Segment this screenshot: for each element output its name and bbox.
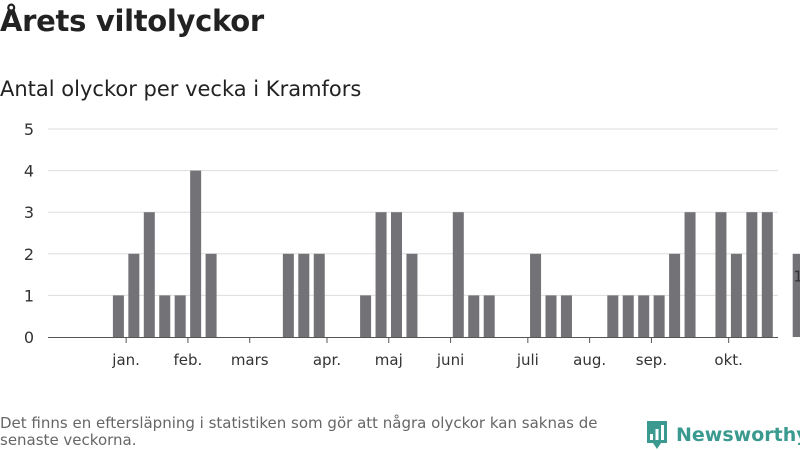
x-tick-label: juli — [516, 351, 539, 369]
y-tick-label: 5 — [24, 120, 34, 139]
bar — [545, 295, 557, 337]
x-tick-label: juni — [436, 351, 464, 369]
x-tick-label: okt. — [714, 351, 743, 369]
y-tick-label: 2 — [24, 245, 34, 264]
x-tick-label: mars — [231, 351, 269, 369]
x-tick-label: feb. — [174, 351, 203, 369]
bar — [530, 253, 542, 337]
bar — [730, 253, 742, 337]
bar — [653, 295, 665, 337]
y-axis-labels: 0 1 2 3 4 5 — [24, 120, 34, 347]
bar — [483, 295, 495, 337]
x-axis: jan. feb. mars apr. maj juni juli aug. sep. okt. — [48, 337, 778, 369]
y-tick-label: 1 — [24, 286, 34, 305]
bar — [452, 212, 464, 337]
bar — [468, 295, 480, 337]
bar — [684, 212, 696, 337]
data-label: 1 — [793, 267, 800, 285]
brand-logo[interactable]: Newsworthy — [645, 420, 800, 450]
brand-name: Newsworthy — [676, 424, 800, 446]
y-tick-label: 0 — [24, 328, 34, 347]
bar — [313, 253, 325, 337]
footnote: Det finns en eftersläpning i statistiken… — [0, 414, 598, 449]
bar — [746, 212, 758, 337]
bar — [375, 212, 387, 337]
x-tick-label: sep. — [636, 351, 667, 369]
bar — [638, 295, 650, 337]
bar — [360, 295, 372, 337]
bar-chart-icon — [647, 421, 667, 449]
bar — [159, 295, 171, 337]
page-title: Årets viltolyckor — [0, 4, 264, 38]
bar — [205, 253, 217, 337]
bar — [112, 295, 124, 337]
y-tick-label: 3 — [24, 203, 34, 222]
bar — [669, 253, 681, 337]
bar — [761, 212, 773, 337]
bars — [112, 170, 800, 337]
bar-chart: 0 1 2 3 4 5 1 jan. feb. mars apr. maj juni juli aug.… — [24, 120, 800, 369]
bar — [282, 253, 294, 337]
x-tick-label: jan. — [111, 351, 140, 369]
bar — [607, 295, 619, 337]
x-tick-label: maj — [375, 351, 403, 369]
x-tick-label: apr. — [313, 351, 341, 369]
x-tick-label: aug. — [573, 351, 606, 369]
bar — [406, 253, 418, 337]
bar — [190, 170, 202, 337]
bar — [298, 253, 310, 337]
bar — [391, 212, 402, 337]
bar — [174, 295, 186, 337]
bar — [143, 212, 155, 337]
chart-subtitle: Antal olyckor per vecka i Kramfors — [0, 77, 362, 101]
bar — [792, 253, 800, 337]
data-labels: 1 — [793, 267, 800, 285]
bar — [622, 295, 634, 337]
y-tick-label: 4 — [24, 162, 34, 181]
bar — [128, 253, 140, 337]
bar — [715, 212, 727, 337]
bar — [560, 295, 572, 337]
